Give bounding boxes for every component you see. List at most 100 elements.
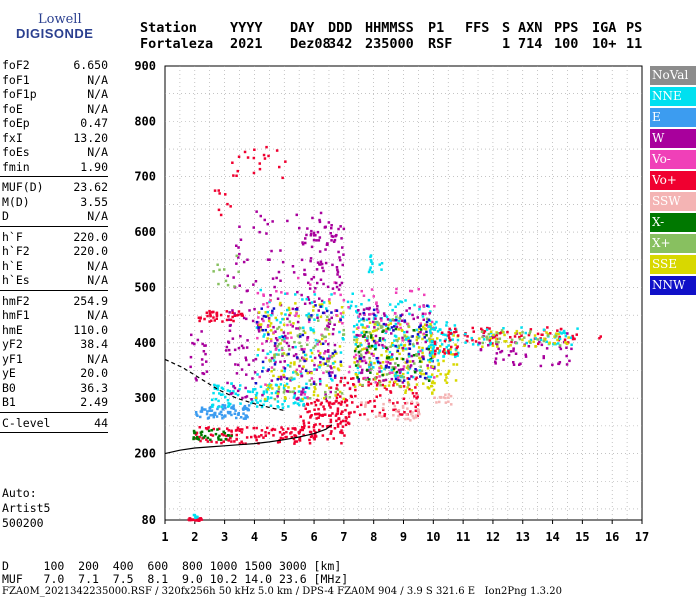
- echo-point-sse: [266, 331, 270, 334]
- echo-point-ssw: [392, 414, 395, 417]
- echo-point-sse: [532, 340, 535, 343]
- echo-point-vo: [540, 333, 543, 336]
- echo-point-w: [296, 320, 300, 324]
- echo-point-vo: [317, 399, 320, 402]
- echo-point-vo: [447, 331, 450, 334]
- echo-point-vo: [354, 388, 357, 392]
- echo-point-x: [407, 383, 411, 387]
- echo-point-nne: [445, 321, 448, 324]
- echo-point-sse: [421, 337, 424, 341]
- echo-point-nne: [367, 325, 370, 329]
- echo-point-x: [385, 356, 389, 359]
- param-row: fxI 13.20: [2, 131, 108, 145]
- echo-point-w: [328, 322, 332, 325]
- echo-point-nnw: [330, 311, 333, 314]
- echo-point-w: [538, 340, 541, 344]
- x-tick-label: 17: [635, 530, 649, 544]
- echo-point-sse: [397, 328, 400, 331]
- echo-point-vo: [233, 314, 237, 317]
- echo-point-w: [324, 248, 327, 251]
- echo-point-nne: [193, 513, 197, 517]
- echo-point-vo: [399, 326, 402, 330]
- echo-point-nne: [421, 349, 424, 352]
- echo-point-vo: [260, 429, 264, 432]
- echo-point-sse: [333, 366, 336, 369]
- header-col-7: S: [502, 20, 511, 36]
- echo-point-nne: [354, 305, 358, 308]
- echo-point-sse: [418, 356, 421, 360]
- echo-point-vo: [221, 320, 224, 323]
- echo-point-nnw: [384, 365, 388, 369]
- echo-point-vo: [262, 153, 266, 157]
- echo-point-w: [320, 262, 324, 266]
- echo-point-w: [340, 237, 343, 240]
- echo-point-vo: [293, 434, 296, 437]
- echo-point-w: [324, 393, 327, 396]
- echo-point-nne: [303, 390, 307, 394]
- echo-point-nnw: [414, 368, 417, 371]
- echo-point-x: [361, 335, 365, 338]
- echo-point-nne: [247, 390, 250, 393]
- echo-point-sse: [415, 383, 419, 386]
- echo-point-w: [366, 339, 369, 342]
- echo-point-nne: [211, 403, 215, 407]
- echo-point-vo: [406, 377, 409, 380]
- echo-point-vo: [302, 358, 305, 361]
- echo-point-w: [257, 328, 260, 331]
- echo-point-vo: [225, 318, 229, 322]
- echo-point-w: [326, 285, 330, 289]
- echo-point-x: [368, 331, 371, 334]
- echo-point-nnw: [255, 320, 259, 324]
- echo-point-sse: [339, 363, 343, 366]
- echo-point-nne: [292, 402, 296, 405]
- echo-point-vo: [365, 347, 368, 350]
- echo-point-vo: [416, 403, 420, 406]
- echo-point-vo: [333, 292, 336, 295]
- param-value: 110.0: [73, 322, 108, 337]
- echo-point-x: [277, 342, 281, 346]
- echo-point-vo: [267, 154, 270, 158]
- echo-point-sse: [371, 338, 374, 342]
- echo-point-nne: [561, 331, 565, 334]
- echo-point-nne: [332, 362, 335, 365]
- echo-point-w: [245, 373, 248, 376]
- echo-point-vo: [376, 382, 379, 385]
- echo-point-nne: [349, 304, 353, 308]
- echo-point-w: [330, 234, 334, 238]
- echo-point-e: [209, 405, 213, 409]
- echo-point-vo: [275, 290, 278, 293]
- echo-point-vo: [269, 299, 272, 302]
- echo-point-w: [293, 391, 297, 395]
- echo-point-x: [496, 332, 500, 335]
- echo-point-w: [268, 258, 271, 261]
- echo-point-x: [396, 339, 399, 343]
- echo-point-vo: [227, 429, 230, 432]
- echo-point-x: [498, 337, 502, 340]
- logo-text-lowell: Lowell: [38, 12, 82, 27]
- legend-item-nnw: NNW: [650, 276, 696, 295]
- echo-point-nnw: [403, 319, 406, 322]
- echo-point-nne: [433, 322, 436, 326]
- echo-point-sse: [449, 348, 452, 351]
- echo-point-w: [201, 372, 204, 375]
- echo-point-vo: [520, 334, 523, 337]
- echo-point-sse: [496, 345, 499, 348]
- echo-point-w: [301, 241, 304, 244]
- echo-point-vo: [308, 438, 311, 442]
- echo-point-ssw: [447, 393, 451, 396]
- echo-point-w: [194, 377, 198, 380]
- echo-point-vo: [336, 409, 340, 413]
- echo-point-w: [280, 375, 283, 379]
- echo-point-nnw: [305, 386, 308, 389]
- echo-point-sse: [353, 361, 356, 364]
- echo-point-vo: [422, 332, 426, 335]
- echo-point-nne: [284, 313, 287, 316]
- echo-point-vo: [341, 425, 345, 428]
- echo-point-sse: [503, 333, 506, 337]
- header-val-1: 2021: [230, 36, 263, 52]
- echo-point-nnw: [398, 379, 401, 382]
- echo-point-sse: [491, 344, 495, 347]
- echo-point-w: [514, 352, 518, 355]
- echo-point-x: [401, 357, 405, 361]
- echo-point-nne: [390, 368, 393, 372]
